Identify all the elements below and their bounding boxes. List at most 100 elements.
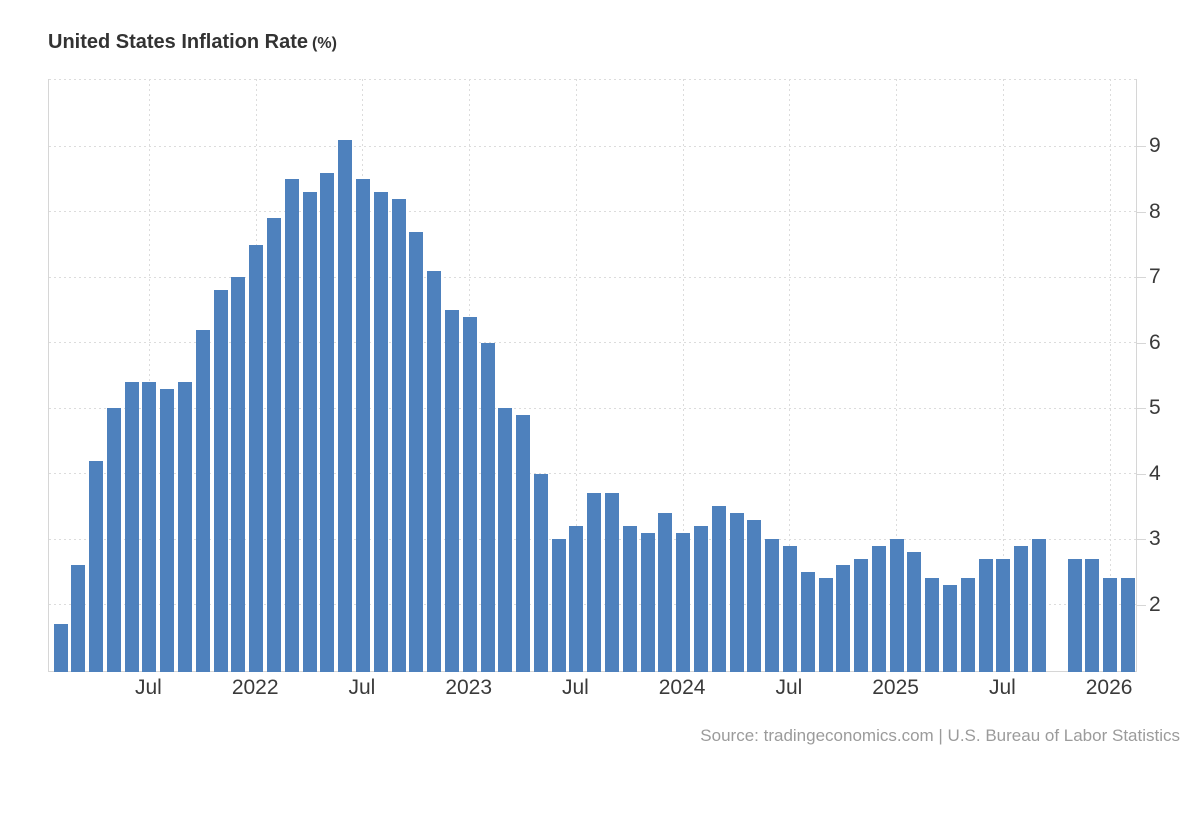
bar[interactable] xyxy=(249,244,264,672)
bar[interactable] xyxy=(142,382,157,672)
bar[interactable] xyxy=(338,139,353,672)
bar[interactable] xyxy=(427,270,442,672)
v-gridline xyxy=(1109,79,1111,671)
plot-top-border xyxy=(49,79,1136,80)
bar[interactable] xyxy=(267,218,281,672)
y-tick-label: 6 xyxy=(1149,330,1161,354)
v-gridline xyxy=(1002,79,1004,671)
y-tick-mark xyxy=(1137,473,1146,475)
bar[interactable] xyxy=(53,624,68,672)
x-tick-label: Jul xyxy=(134,676,162,699)
bar[interactable] xyxy=(782,545,797,672)
v-gridline xyxy=(148,79,150,671)
y-tick-label: 2 xyxy=(1149,592,1161,616)
bar[interactable] xyxy=(391,198,406,672)
h-gridline xyxy=(49,473,1136,475)
h-gridline xyxy=(49,276,1136,278)
x-tick-label: 2024 xyxy=(658,676,706,699)
bar[interactable] xyxy=(551,539,566,672)
bar[interactable] xyxy=(1085,558,1100,672)
y-tick-label: 8 xyxy=(1149,199,1161,223)
bar[interactable] xyxy=(124,382,139,672)
bar[interactable] xyxy=(355,179,370,672)
bar[interactable] xyxy=(498,408,513,672)
bar[interactable] xyxy=(409,231,424,672)
bar[interactable] xyxy=(89,460,104,672)
bar[interactable] xyxy=(622,526,637,672)
bar[interactable] xyxy=(693,526,708,672)
bar[interactable] xyxy=(231,277,246,672)
bar[interactable] xyxy=(747,519,762,672)
bar[interactable] xyxy=(587,493,602,672)
bar[interactable] xyxy=(373,192,388,672)
v-gridline xyxy=(789,79,791,671)
x-tick-label: 2026 xyxy=(1085,676,1133,699)
bar[interactable] xyxy=(160,388,175,672)
bar[interactable] xyxy=(765,539,780,672)
x-tick-label: 2022 xyxy=(231,676,279,699)
bar[interactable] xyxy=(854,558,868,672)
bar[interactable] xyxy=(729,513,744,672)
bar[interactable] xyxy=(907,552,922,672)
bar[interactable] xyxy=(960,578,975,672)
bar[interactable] xyxy=(658,513,673,672)
bar[interactable] xyxy=(1120,578,1135,672)
bar[interactable] xyxy=(462,316,477,672)
h-gridline xyxy=(49,342,1136,344)
bar[interactable] xyxy=(178,382,192,672)
h-gridline xyxy=(49,211,1136,213)
y-tick-mark xyxy=(1137,408,1146,410)
bar[interactable] xyxy=(284,179,299,672)
x-tick-label: Jul xyxy=(988,676,1016,699)
y-tick-label: 7 xyxy=(1149,265,1161,289)
bar[interactable] xyxy=(800,571,815,672)
y-tick-label: 4 xyxy=(1149,461,1161,485)
x-tick-label: Jul xyxy=(775,676,803,699)
y-tick-label: 3 xyxy=(1149,527,1161,551)
bar[interactable] xyxy=(1103,578,1118,672)
x-tick-label: 2025 xyxy=(872,676,919,699)
bar[interactable] xyxy=(1067,558,1082,672)
bar[interactable] xyxy=(320,172,335,672)
bar[interactable] xyxy=(836,565,851,672)
chart-title: United States Inflation Rate (%) xyxy=(48,31,337,54)
bar[interactable] xyxy=(195,329,210,672)
v-gridline xyxy=(682,79,684,671)
bar[interactable] xyxy=(302,192,317,672)
x-tick-label: Jul xyxy=(348,676,376,699)
y-tick-mark xyxy=(1137,342,1146,344)
bar[interactable] xyxy=(444,310,459,672)
bar[interactable] xyxy=(1031,539,1046,672)
bar[interactable] xyxy=(569,526,584,672)
bar[interactable] xyxy=(871,545,886,672)
bar[interactable] xyxy=(605,493,619,672)
y-tick-mark xyxy=(1137,277,1146,279)
bar[interactable] xyxy=(996,558,1011,672)
bar[interactable] xyxy=(1014,545,1029,672)
bar[interactable] xyxy=(943,584,957,672)
chart-title-text: United States Inflation Rate xyxy=(48,31,309,53)
bar[interactable] xyxy=(533,473,548,672)
y-tick-mark xyxy=(1137,211,1146,213)
bar[interactable] xyxy=(213,290,228,672)
v-gridline xyxy=(896,79,898,671)
h-gridline xyxy=(49,145,1136,147)
chart-title-unit: (%) xyxy=(312,35,337,52)
y-tick-label: 9 xyxy=(1149,134,1161,158)
plot-area[interactable] xyxy=(48,79,1137,672)
bar[interactable] xyxy=(480,342,495,672)
bar[interactable] xyxy=(106,408,121,672)
bar[interactable] xyxy=(818,578,833,672)
v-gridline xyxy=(575,79,577,671)
y-tick-label: 5 xyxy=(1149,396,1161,420)
bar[interactable] xyxy=(516,414,530,672)
bar[interactable] xyxy=(711,506,726,672)
bar[interactable] xyxy=(925,578,940,672)
bar[interactable] xyxy=(889,539,904,672)
bar[interactable] xyxy=(71,565,86,672)
bar[interactable] xyxy=(640,532,655,672)
bar[interactable] xyxy=(978,558,993,672)
y-tick-mark xyxy=(1137,604,1146,606)
bar[interactable] xyxy=(676,532,691,672)
